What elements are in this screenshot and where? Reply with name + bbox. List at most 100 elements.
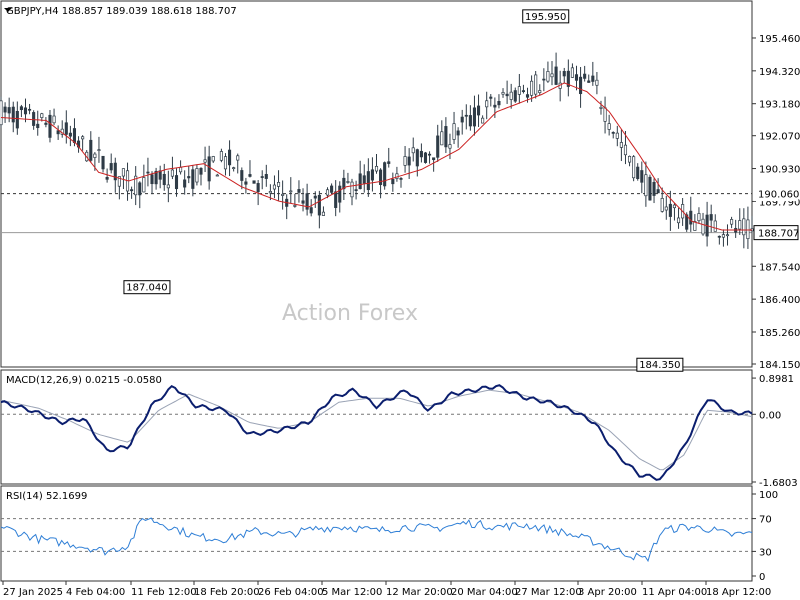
- candle: [362, 164, 366, 193]
- rsi-y-tick-label: 30: [759, 547, 772, 558]
- x-tick-label: 20 Mar 04:00: [451, 587, 518, 598]
- candle: [562, 67, 566, 84]
- candle: [742, 208, 746, 249]
- x-tick-label: 4 Feb 04:00: [66, 587, 125, 598]
- candle: [676, 207, 681, 229]
- macd-signal-line: [0, 389, 753, 471]
- candle: [305, 183, 309, 216]
- candle: [391, 172, 395, 192]
- candle: [501, 88, 505, 98]
- candle: [52, 108, 56, 126]
- candle: [236, 153, 240, 174]
- price-annotation-label: 187.040: [126, 283, 167, 294]
- candle: [444, 117, 448, 154]
- candle: [403, 146, 407, 173]
- axes: 195.460 194.320 193.180 192.070 190.930 189.7…: [2, 34, 800, 598]
- candle: [276, 170, 281, 201]
- candle: [428, 151, 432, 164]
- candle: [256, 180, 260, 206]
- candle: [599, 100, 603, 115]
- candle: [346, 172, 350, 184]
- candle: [248, 160, 252, 178]
- candle: [423, 151, 428, 164]
- rsi-panel: [0, 485, 753, 582]
- candle: [472, 95, 477, 136]
- candle: [354, 180, 358, 200]
- y-tick-label: 192.070: [759, 132, 800, 143]
- candle: [648, 174, 652, 201]
- candle: [705, 201, 709, 247]
- y-tick-label: 185.260: [759, 328, 800, 339]
- candle: [530, 75, 534, 102]
- candle: [89, 131, 93, 163]
- candle: [452, 111, 456, 145]
- candle: [36, 110, 40, 136]
- candle: [334, 180, 338, 217]
- y-tick-label: 189.790: [759, 197, 800, 208]
- y-tick-label: 195.460: [759, 34, 800, 45]
- candle: [56, 125, 60, 140]
- candle: [497, 94, 501, 109]
- x-tick-label: 11 Feb 12:00: [131, 587, 197, 598]
- candle: [11, 101, 15, 133]
- candle: [554, 52, 558, 86]
- candle: [440, 120, 444, 146]
- candle: [632, 155, 636, 182]
- candle: [738, 208, 742, 235]
- candle: [615, 125, 619, 147]
- candle: [113, 157, 117, 193]
- candle: [28, 103, 32, 115]
- candle: [591, 61, 595, 86]
- candle: [325, 187, 330, 199]
- candle: [60, 120, 64, 138]
- candle: [117, 176, 121, 200]
- candle: [76, 136, 81, 153]
- candle: [395, 166, 399, 182]
- current-price-label: 188.707: [758, 229, 799, 240]
- rsi-label: RSI(14) 52.1699: [6, 491, 87, 502]
- candle: [23, 98, 28, 123]
- candle: [456, 127, 460, 148]
- candle: [574, 65, 579, 91]
- y-tick-label: 193.180: [759, 100, 800, 111]
- candle: [170, 156, 174, 180]
- candle: [542, 68, 546, 92]
- candle: [68, 125, 72, 147]
- candle: [448, 133, 452, 160]
- rsi-series: [0, 517, 753, 563]
- candle: [232, 166, 236, 172]
- candle: [350, 178, 354, 206]
- candle: [476, 94, 481, 127]
- candle: [432, 157, 436, 172]
- x-tick-label: 12 Mar 20:00: [386, 587, 453, 598]
- candle: [485, 91, 489, 120]
- candle: [264, 164, 268, 187]
- candle: [436, 124, 440, 162]
- x-tick-label: 27 Jan 2025: [3, 587, 63, 598]
- candle: [228, 140, 232, 177]
- candle: [607, 114, 611, 136]
- candle: [697, 207, 701, 224]
- candle: [109, 153, 113, 174]
- candle: [317, 190, 321, 229]
- x-tick-label: 18 Feb 20:00: [194, 587, 260, 598]
- candle: [301, 188, 305, 212]
- rsi-y-tick-label: 100: [759, 490, 778, 501]
- moving-average-line: [0, 82, 752, 231]
- candle: [293, 193, 297, 208]
- candle: [570, 63, 574, 78]
- candle: [313, 191, 317, 208]
- candle: [199, 167, 203, 186]
- candle: [166, 170, 170, 203]
- x-tick-label: 5 Mar 12:00: [322, 587, 382, 598]
- candle: [297, 180, 301, 203]
- candle: [468, 105, 472, 131]
- candle: [538, 84, 542, 96]
- candle: [725, 224, 730, 246]
- candle: [121, 168, 125, 190]
- candle: [97, 136, 101, 163]
- candle: [134, 166, 138, 206]
- macd-y-tick-label: 0.00: [759, 410, 781, 421]
- candle: [203, 146, 207, 172]
- candle: [211, 155, 215, 163]
